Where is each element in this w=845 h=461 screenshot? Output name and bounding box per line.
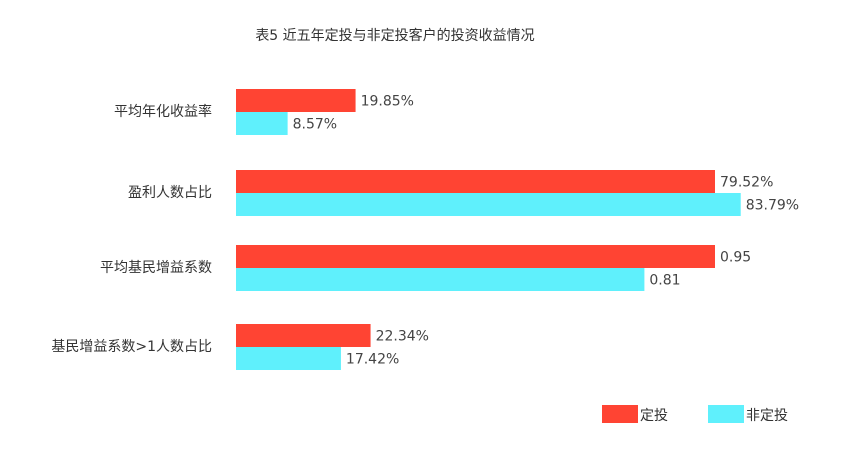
bar-feidingtou <box>236 193 741 216</box>
bar-dingtou <box>236 324 371 347</box>
category-label: 平均年化收益率 <box>114 103 212 120</box>
data-label: 0.95 <box>720 250 751 266</box>
data-label: 8.57% <box>293 117 337 133</box>
chart-title: 表5 近五年定投与非定投客户的投资收益情况 <box>255 27 534 44</box>
legend-swatch <box>602 405 638 423</box>
bars-layer: 19.85% 8.57% 79.52% 83.79% 0.95 0.81 22.34% 17.… <box>236 89 799 370</box>
category-label: 基民增益系数>1人数占比 <box>51 338 212 355</box>
category-label: 平均基民增益系数 <box>100 259 212 276</box>
data-label: 79.52% <box>720 175 773 191</box>
legend-swatch <box>708 405 744 423</box>
data-label: 22.34% <box>376 329 429 345</box>
data-label: 19.85% <box>361 94 414 110</box>
bar-dingtou <box>236 170 715 193</box>
bar-dingtou <box>236 89 356 112</box>
bar-feidingtou <box>236 347 341 370</box>
data-label: 17.42% <box>346 352 399 368</box>
bar-dingtou <box>236 245 715 268</box>
data-label: 0.81 <box>649 273 680 289</box>
legend: 定投 非定投 <box>602 405 788 424</box>
data-label: 83.79% <box>746 198 799 214</box>
bar-feidingtou <box>236 268 645 291</box>
legend-label: 定投 <box>640 408 668 424</box>
category-label: 盈利人数占比 <box>128 185 212 201</box>
legend-label: 非定投 <box>746 408 788 424</box>
bar-feidingtou <box>236 112 288 135</box>
